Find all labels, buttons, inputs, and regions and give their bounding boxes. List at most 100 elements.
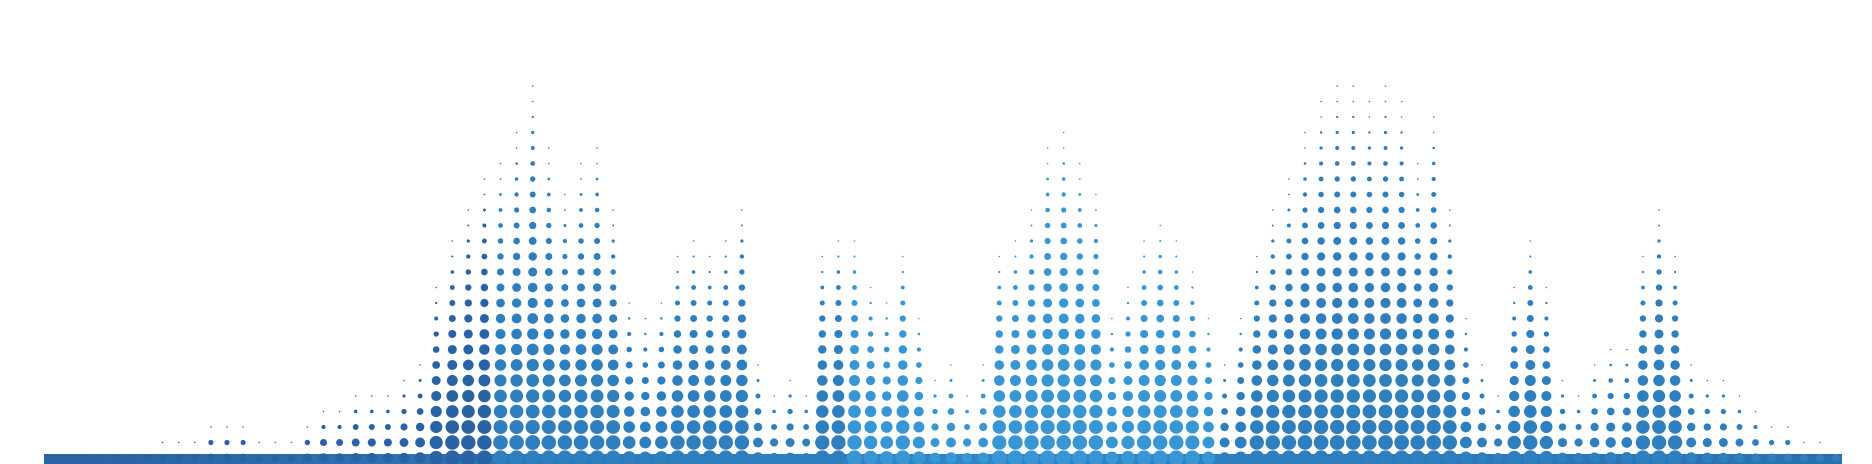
halftone-dot (831, 420, 846, 434)
halftone-dot (1349, 206, 1357, 214)
halftone-dot (627, 331, 632, 337)
halftone-dot (1108, 376, 1116, 385)
halftone-dot (1300, 313, 1310, 324)
halftone-dot (1447, 254, 1452, 259)
halftone-dot (558, 404, 572, 419)
halftone-dot (1315, 313, 1327, 324)
halftone-dot (1701, 452, 1713, 464)
halftone-dot (1185, 435, 1200, 450)
halftone-dot (1540, 405, 1552, 418)
halftone-dot (995, 345, 1004, 354)
halftone-dot (816, 405, 829, 418)
halftone-dot (1591, 408, 1598, 415)
halftone-dot (1253, 315, 1260, 322)
halftone-dot (1637, 390, 1649, 402)
halftone-dot (1410, 435, 1425, 450)
halftone-dot (529, 191, 536, 198)
halftone-dot (493, 420, 508, 434)
halftone-dot (1283, 344, 1295, 355)
halftone-dot (1140, 329, 1149, 339)
halftone-dot (1509, 390, 1520, 402)
halftone-dot (1427, 389, 1441, 403)
halftone-dot (1395, 358, 1408, 372)
halftone-dot (1169, 420, 1184, 434)
halftone-dot (1638, 345, 1648, 354)
halftone-dot (1768, 439, 1775, 446)
halftone-dot (595, 177, 599, 181)
halftone-dot (1431, 161, 1436, 166)
halftone-dot (514, 192, 519, 197)
halftone-dot (1329, 435, 1345, 450)
halftone-dot (530, 146, 535, 150)
halftone-dot (1446, 284, 1453, 291)
halftone-dot (418, 379, 422, 382)
halftone-dot (432, 346, 440, 353)
halftone-dot (578, 223, 584, 228)
halftone-dot (654, 451, 669, 464)
halftone-dot (1394, 404, 1409, 419)
halftone-dot (1460, 421, 1472, 433)
halftone-dot (737, 329, 747, 339)
halftone-dot (718, 435, 733, 450)
halftone-dot (1464, 332, 1468, 336)
halftone-dot (580, 162, 582, 165)
halftone-dot (1620, 452, 1633, 464)
halftone-dot (1367, 146, 1372, 150)
halftone-dot (1426, 404, 1441, 419)
halftone-dot (1398, 222, 1406, 229)
halftone-dot (1378, 419, 1393, 435)
halftone-dot (434, 316, 439, 321)
halftone-dot (1175, 240, 1178, 242)
halftone-dot (1413, 283, 1422, 292)
halftone-dot (1335, 130, 1339, 135)
halftone-dot (590, 404, 604, 419)
halftone-dot (1673, 285, 1677, 290)
halftone-dot (1540, 420, 1553, 434)
halftone-dot (757, 364, 759, 366)
halftone-dot (589, 435, 605, 450)
halftone-dot (867, 331, 874, 337)
halftone-dot (1507, 435, 1521, 450)
halftone-dot (415, 437, 426, 448)
halftone-dot (481, 268, 488, 276)
halftone-dot (704, 375, 715, 386)
halftone-dot (525, 450, 541, 464)
halftone-dot (590, 389, 604, 403)
halftone-dot (1445, 314, 1454, 323)
halftone-dot (1057, 359, 1070, 371)
halftone-dot (1267, 359, 1279, 371)
halftone-dot (1332, 297, 1343, 309)
halftone-dot (1072, 420, 1087, 434)
halftone-dot (1265, 450, 1281, 464)
halftone-dot (992, 435, 1007, 450)
halftone-dot (1141, 300, 1148, 306)
halftone-dot (686, 420, 701, 434)
halftone-dot (1738, 395, 1741, 397)
halftone-dot (900, 300, 906, 306)
halftone-dot (1378, 389, 1393, 403)
halftone-dot (1283, 359, 1295, 371)
halftone-dot (1334, 161, 1340, 166)
halftone-dot (1497, 395, 1499, 397)
halftone-dot (1316, 282, 1326, 293)
halftone-dot (832, 390, 845, 402)
halftone-dot (995, 330, 1004, 338)
halftone-dot (708, 255, 711, 258)
halftone-dot (625, 361, 633, 369)
halftone-dot (515, 147, 518, 149)
halftone-dot (1142, 270, 1146, 274)
halftone-dot (1014, 240, 1017, 242)
halftone-dot (1431, 176, 1436, 182)
halftone-dot (1589, 452, 1601, 464)
halftone-dot (657, 376, 666, 385)
halftone-dot (1236, 391, 1245, 401)
halftone-dot (1335, 146, 1340, 150)
halftone-dot (322, 410, 325, 413)
halftone-dot (1060, 252, 1068, 261)
halftone-dot (1459, 436, 1472, 449)
halftone-dot (1320, 100, 1322, 103)
halftone-dot (271, 453, 280, 463)
halftone-dot (916, 362, 922, 368)
halftone-dot (1430, 237, 1438, 245)
halftone-dot (1122, 405, 1134, 418)
